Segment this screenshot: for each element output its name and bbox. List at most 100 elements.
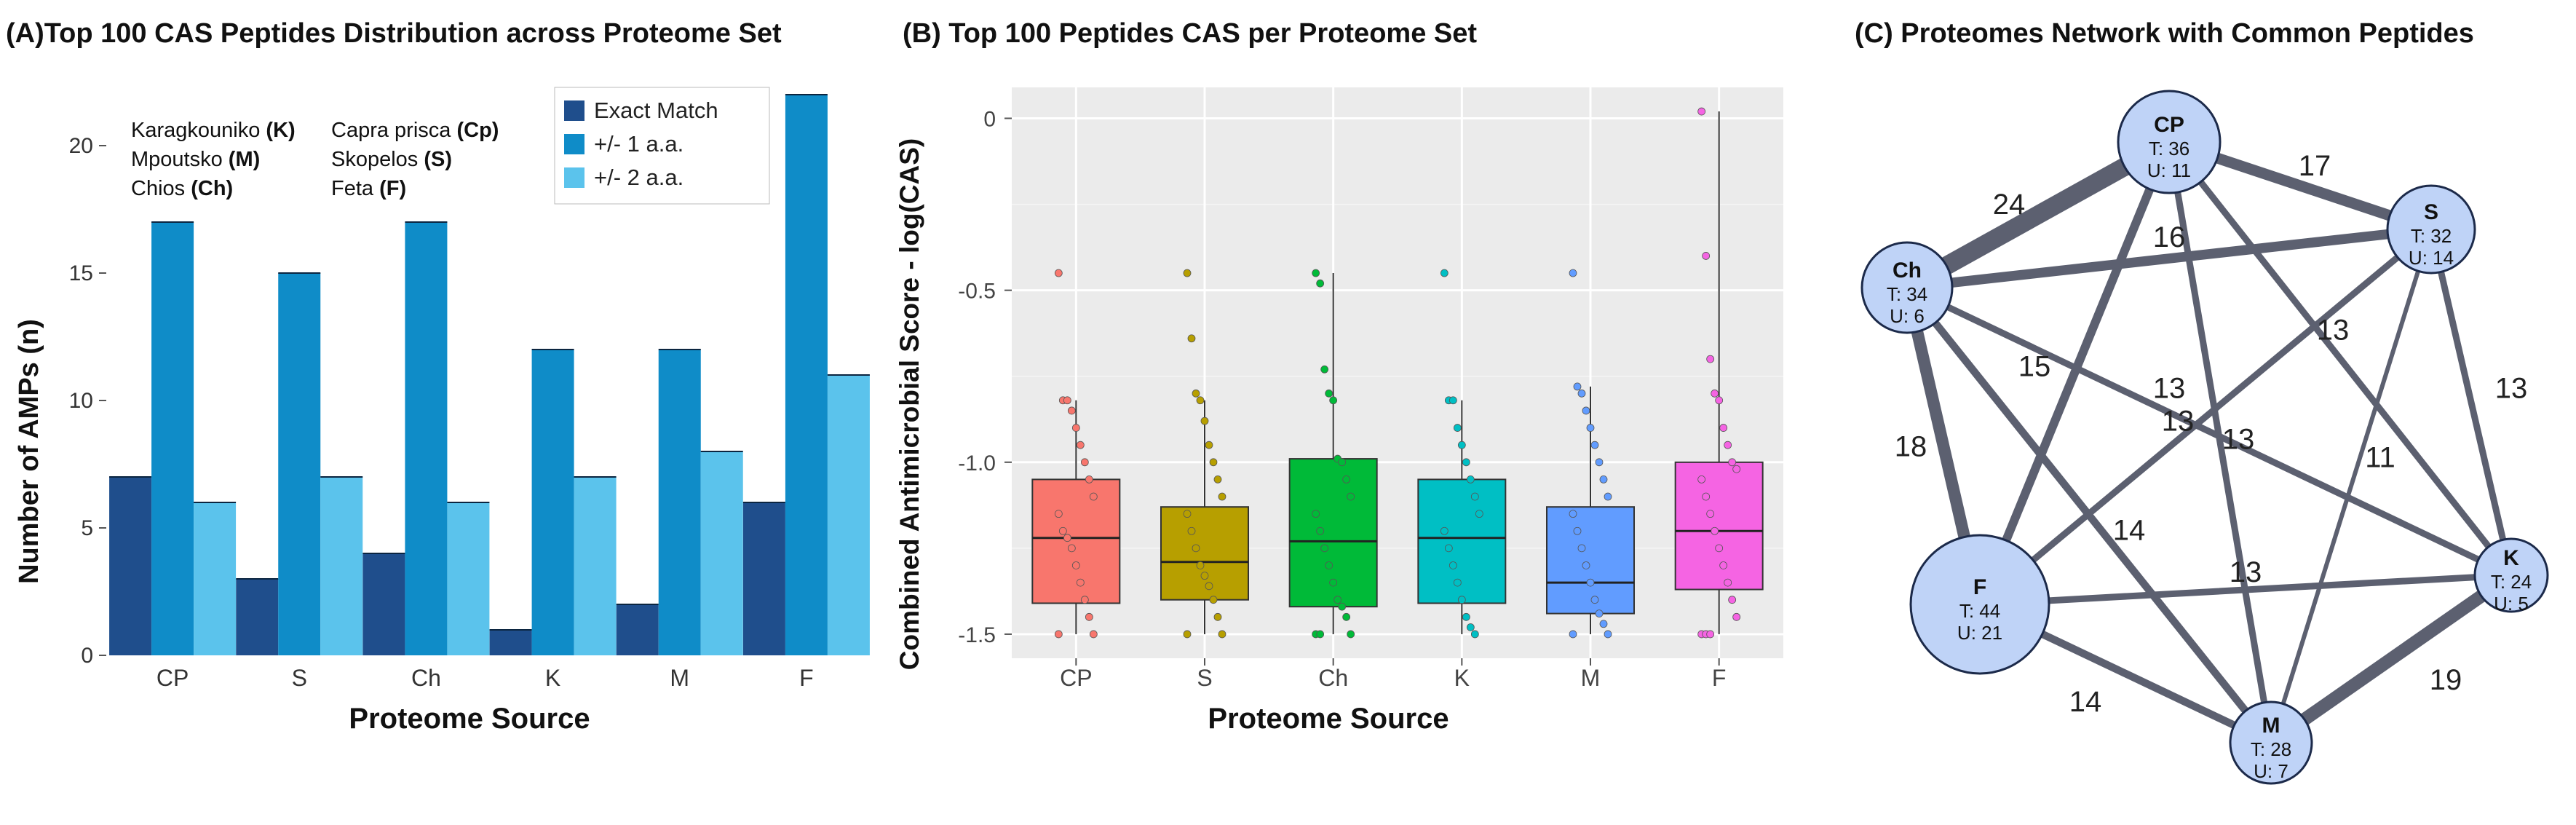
- b-point-ch: [1316, 630, 1325, 639]
- b-point-s: [1183, 269, 1192, 277]
- c-edge-weight-s-m: 11: [2365, 442, 2395, 474]
- b-point-f: [1728, 458, 1737, 467]
- b-point-s: [1205, 441, 1213, 449]
- b-point-cp: [1076, 578, 1085, 587]
- b-point-s: [1218, 630, 1226, 639]
- b-point-ch: [1320, 365, 1329, 374]
- b-point-s: [1200, 572, 1209, 580]
- b-point-m: [1577, 544, 1586, 553]
- b-box-cp: [1031, 478, 1121, 604]
- c-node-circle-m: [2229, 700, 2313, 785]
- b-point-m: [1573, 382, 1582, 391]
- c-edge-weight-ch-m: 14: [2113, 515, 2146, 547]
- c-edge-s-m: [2269, 227, 2433, 745]
- c-edge-ch-m: [1903, 283, 2275, 747]
- c-node-label-cp: CP: [2154, 113, 2184, 137]
- a-legend-swatch-exact-match: [564, 100, 584, 121]
- a-bar-ch-exact-match: [362, 553, 405, 655]
- b-point-ch: [1347, 492, 1355, 501]
- b-point-f: [1706, 510, 1715, 518]
- panel-a-bar-chart: (A)Top 100 CAS Peptides Distribution acr…: [6, 18, 870, 735]
- b-point-f: [1732, 465, 1741, 473]
- b-point-cp: [1089, 630, 1098, 639]
- b-point-cp: [1058, 526, 1067, 535]
- c-node-s: ST: 32U: 14: [2386, 184, 2476, 275]
- b-point-m: [1582, 406, 1590, 415]
- c-edge-ch-k: [1903, 284, 2515, 579]
- a-ytick-label: 20: [69, 134, 93, 158]
- b-point-k: [1462, 458, 1470, 467]
- b-point-cp: [1054, 269, 1063, 277]
- b-xtick-label-k: K: [1454, 665, 1470, 691]
- b-point-k: [1462, 612, 1470, 621]
- a-xtick-label-f: F: [799, 665, 814, 691]
- b-point-ch: [1316, 279, 1325, 288]
- b-point-k: [1470, 492, 1479, 501]
- c-node-circle-ch: [1860, 241, 1954, 334]
- c-edge-weight-f-k: 13: [2230, 556, 2262, 588]
- panel-c-network: (C) Proteomes Network with Common Peptid…: [1855, 18, 2549, 785]
- b-point-cp: [1063, 396, 1071, 405]
- b-point-cp: [1071, 561, 1080, 569]
- b-point-ch: [1338, 602, 1347, 611]
- b-point-m: [1569, 510, 1577, 518]
- panel-a-title: (A)Top 100 CAS Peptides Distribution acr…: [6, 18, 782, 49]
- c-node-unique-s: U: 14: [2409, 247, 2454, 269]
- c-node-cp: CPT: 36U: 11: [2117, 90, 2222, 194]
- a-ytick-label: 5: [81, 516, 93, 540]
- a-legend-swatch-2-a-a: [564, 167, 584, 188]
- b-box-m: [1546, 506, 1635, 615]
- key-entry-chios: Chios (Ch): [131, 177, 233, 200]
- b-point-m: [1599, 475, 1608, 483]
- b-point-f: [1706, 355, 1715, 363]
- b-point-k: [1457, 441, 1466, 449]
- b-point-ch: [1312, 269, 1320, 277]
- panel-b-x-axis-label: Proteome Source: [1208, 703, 1448, 735]
- key-entry-mpoutsko: Mpoutsko (M): [131, 148, 260, 171]
- c-edge-weight-ch-k: 13: [2222, 424, 2255, 456]
- b-ytick-label: 0: [983, 108, 996, 132]
- a-bar-k-exact-match: [489, 630, 532, 655]
- b-box-k: [1417, 478, 1507, 604]
- c-edge-s-f: [1976, 226, 2435, 608]
- b-point-k: [1448, 561, 1457, 569]
- b-point-f: [1702, 492, 1711, 501]
- a-ytick-label: 15: [69, 261, 93, 285]
- c-node-label-s: S: [2424, 200, 2438, 224]
- b-point-k: [1475, 510, 1483, 518]
- b-point-f: [1711, 389, 1719, 398]
- b-point-f: [1711, 526, 1719, 535]
- c-edge-weight-s-k: 13: [2495, 373, 2528, 405]
- b-box-f: [1674, 461, 1764, 591]
- c-edge-weight-k-m: 19: [2430, 664, 2462, 696]
- b-point-ch: [1342, 475, 1351, 483]
- c-edge-weight-f-m: 14: [2069, 686, 2102, 718]
- b-point-s: [1213, 612, 1222, 621]
- c-node-m: MT: 28U: 7: [2229, 700, 2313, 785]
- b-point-k: [1444, 544, 1453, 553]
- b-point-m: [1573, 526, 1582, 535]
- b-point-k: [1440, 526, 1448, 535]
- c-node-total-s: T: 32: [2411, 225, 2452, 247]
- a-xtick-label-s: S: [292, 665, 307, 691]
- b-ytick-label: -0.5: [958, 280, 996, 304]
- b-point-s: [1187, 334, 1196, 343]
- c-node-circle-cp: [2117, 90, 2222, 194]
- b-point-f: [1715, 544, 1724, 553]
- c-node-total-k: T: 24: [2491, 571, 2532, 593]
- b-ytick-label: -1.0: [958, 451, 996, 475]
- b-point-s: [1192, 544, 1200, 553]
- b-point-s: [1196, 561, 1205, 569]
- b-point-f: [1724, 441, 1732, 449]
- c-node-circle-k: [2473, 537, 2549, 613]
- key-entry-feta: Feta (F): [331, 177, 406, 200]
- c-node-total-f: T: 44: [1959, 600, 2000, 622]
- b-point-ch: [1333, 596, 1342, 604]
- c-node-total-m: T: 28: [2251, 738, 2291, 760]
- a-legend-swatch-1-a-a: [564, 134, 584, 154]
- proteome-key: Karagkouniko (K) Mpoutsko (M) Chios (Ch)…: [131, 119, 499, 200]
- b-point-ch: [1325, 561, 1333, 569]
- b-point-s: [1213, 475, 1222, 483]
- c-node-k: KT: 24U: 5: [2473, 537, 2549, 615]
